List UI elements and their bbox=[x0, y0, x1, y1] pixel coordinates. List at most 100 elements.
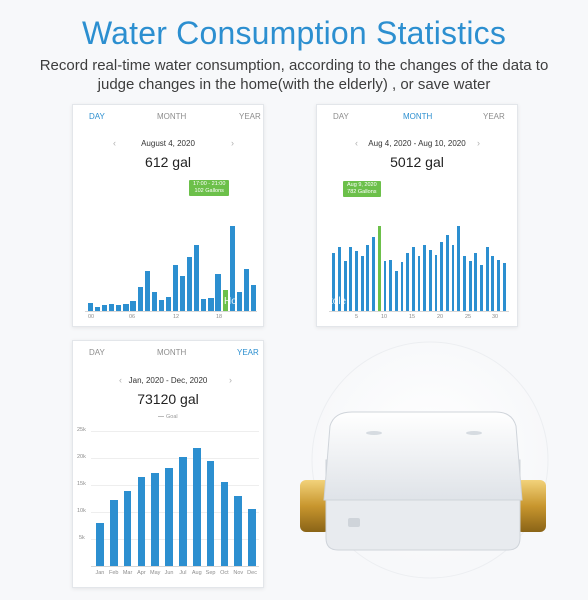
bar[interactable] bbox=[411, 247, 415, 311]
x-axis bbox=[91, 566, 259, 567]
bar[interactable] bbox=[400, 262, 404, 311]
bar[interactable] bbox=[502, 263, 506, 311]
selected-bar-tooltip: 17:00 - 21:00 102 Gallons bbox=[189, 180, 230, 196]
bar[interactable] bbox=[485, 247, 489, 311]
gridline bbox=[91, 458, 259, 459]
bar[interactable] bbox=[349, 247, 353, 311]
bar[interactable] bbox=[332, 252, 336, 311]
left-brass-fitting bbox=[300, 480, 330, 532]
bar[interactable] bbox=[137, 477, 146, 566]
bar[interactable] bbox=[123, 490, 132, 566]
bar[interactable] bbox=[179, 457, 187, 566]
bar[interactable] bbox=[372, 236, 375, 311]
bar[interactable] bbox=[457, 226, 461, 311]
bar[interactable] bbox=[109, 303, 115, 311]
bar[interactable] bbox=[234, 495, 243, 566]
chevron-left-icon[interactable]: ‹ bbox=[119, 375, 122, 385]
bar[interactable] bbox=[229, 226, 235, 311]
bar[interactable] bbox=[220, 481, 229, 566]
water-meter-device bbox=[300, 341, 549, 579]
bar[interactable] bbox=[480, 265, 483, 311]
bar[interactable] bbox=[468, 261, 472, 311]
chevron-left-icon[interactable]: ‹ bbox=[113, 138, 116, 148]
bar[interactable] bbox=[102, 304, 108, 311]
bar[interactable] bbox=[116, 304, 122, 311]
bar[interactable] bbox=[434, 254, 438, 311]
tab-day[interactable]: DAY bbox=[89, 348, 105, 357]
chevron-left-icon[interactable]: ‹ bbox=[355, 138, 358, 148]
bar[interactable] bbox=[87, 302, 94, 311]
bar[interactable] bbox=[151, 472, 160, 566]
bar[interactable] bbox=[215, 273, 221, 311]
bar[interactable] bbox=[406, 252, 410, 311]
bar[interactable] bbox=[366, 245, 370, 311]
bar[interactable] bbox=[355, 250, 358, 311]
bar[interactable] bbox=[423, 245, 427, 311]
tab-month[interactable]: MONTH bbox=[403, 112, 433, 121]
tab-month[interactable]: MONTH bbox=[157, 112, 187, 121]
bar[interactable] bbox=[250, 284, 256, 311]
bar[interactable] bbox=[165, 468, 173, 566]
highlighted-bar[interactable] bbox=[222, 289, 228, 311]
tab-year[interactable]: YEAR bbox=[483, 112, 505, 121]
tab-year[interactable]: YEAR bbox=[239, 112, 261, 121]
bar[interactable] bbox=[440, 242, 444, 311]
bar[interactable] bbox=[417, 255, 421, 311]
bar[interactable] bbox=[383, 261, 387, 311]
bar[interactable] bbox=[180, 276, 186, 311]
bar[interactable] bbox=[194, 245, 200, 311]
highlighted-bar[interactable] bbox=[377, 226, 381, 311]
x-tick-feb: Feb bbox=[109, 570, 119, 576]
bar[interactable] bbox=[172, 265, 179, 311]
bar[interactable] bbox=[389, 260, 393, 311]
y-tick-15k: 15k bbox=[77, 481, 86, 487]
bar[interactable] bbox=[158, 300, 164, 311]
x-tick-15: 15 bbox=[409, 314, 416, 320]
bar[interactable] bbox=[201, 299, 207, 311]
x-tick-06: 06 bbox=[129, 314, 136, 320]
x-tick-jan: Jan bbox=[95, 570, 105, 576]
bar[interactable] bbox=[338, 247, 341, 311]
bar[interactable] bbox=[144, 270, 150, 311]
tab-day[interactable]: DAY bbox=[89, 112, 105, 121]
bar[interactable] bbox=[474, 252, 478, 311]
bar[interactable] bbox=[95, 306, 101, 311]
bar[interactable] bbox=[360, 255, 364, 311]
bar[interactable] bbox=[130, 301, 136, 311]
bar[interactable] bbox=[394, 270, 398, 311]
bar[interactable] bbox=[192, 448, 201, 566]
bar[interactable] bbox=[208, 298, 214, 311]
bar[interactable] bbox=[187, 256, 193, 311]
y-tick-10k: 10k bbox=[77, 508, 86, 514]
bar[interactable] bbox=[206, 461, 215, 566]
bar[interactable] bbox=[343, 261, 347, 311]
bar[interactable] bbox=[451, 245, 455, 311]
chevron-right-icon[interactable]: › bbox=[477, 138, 480, 148]
chevron-right-icon[interactable]: › bbox=[231, 138, 234, 148]
bar[interactable] bbox=[445, 234, 449, 311]
bar[interactable] bbox=[109, 499, 118, 566]
bar[interactable] bbox=[243, 268, 249, 311]
x-tick-apr: Apr bbox=[137, 570, 146, 576]
bar[interactable] bbox=[497, 260, 500, 311]
bar[interactable] bbox=[428, 249, 432, 311]
bar[interactable] bbox=[463, 255, 466, 311]
date-range: Aug 4, 2020 - Aug 10, 2020 bbox=[368, 139, 466, 148]
day-bar-chart bbox=[87, 205, 257, 311]
bar[interactable] bbox=[491, 255, 495, 311]
tab-day[interactable]: DAY bbox=[333, 112, 349, 121]
bar[interactable] bbox=[236, 291, 242, 311]
tab-year[interactable]: YEAR bbox=[237, 348, 259, 357]
bar[interactable] bbox=[165, 297, 171, 311]
tab-month[interactable]: MONTH bbox=[157, 348, 187, 357]
total-consumption: 612 gal bbox=[145, 154, 191, 170]
bar[interactable] bbox=[96, 523, 104, 566]
x-tick-10: 10 bbox=[381, 314, 388, 320]
bar[interactable] bbox=[248, 508, 256, 566]
x-tick-jul: Jul bbox=[179, 570, 187, 576]
chevron-right-icon[interactable]: › bbox=[229, 375, 232, 385]
bar[interactable] bbox=[137, 286, 143, 311]
x-tick-mar: Mar bbox=[122, 570, 133, 576]
bar[interactable] bbox=[151, 291, 157, 311]
bar[interactable] bbox=[123, 303, 129, 311]
